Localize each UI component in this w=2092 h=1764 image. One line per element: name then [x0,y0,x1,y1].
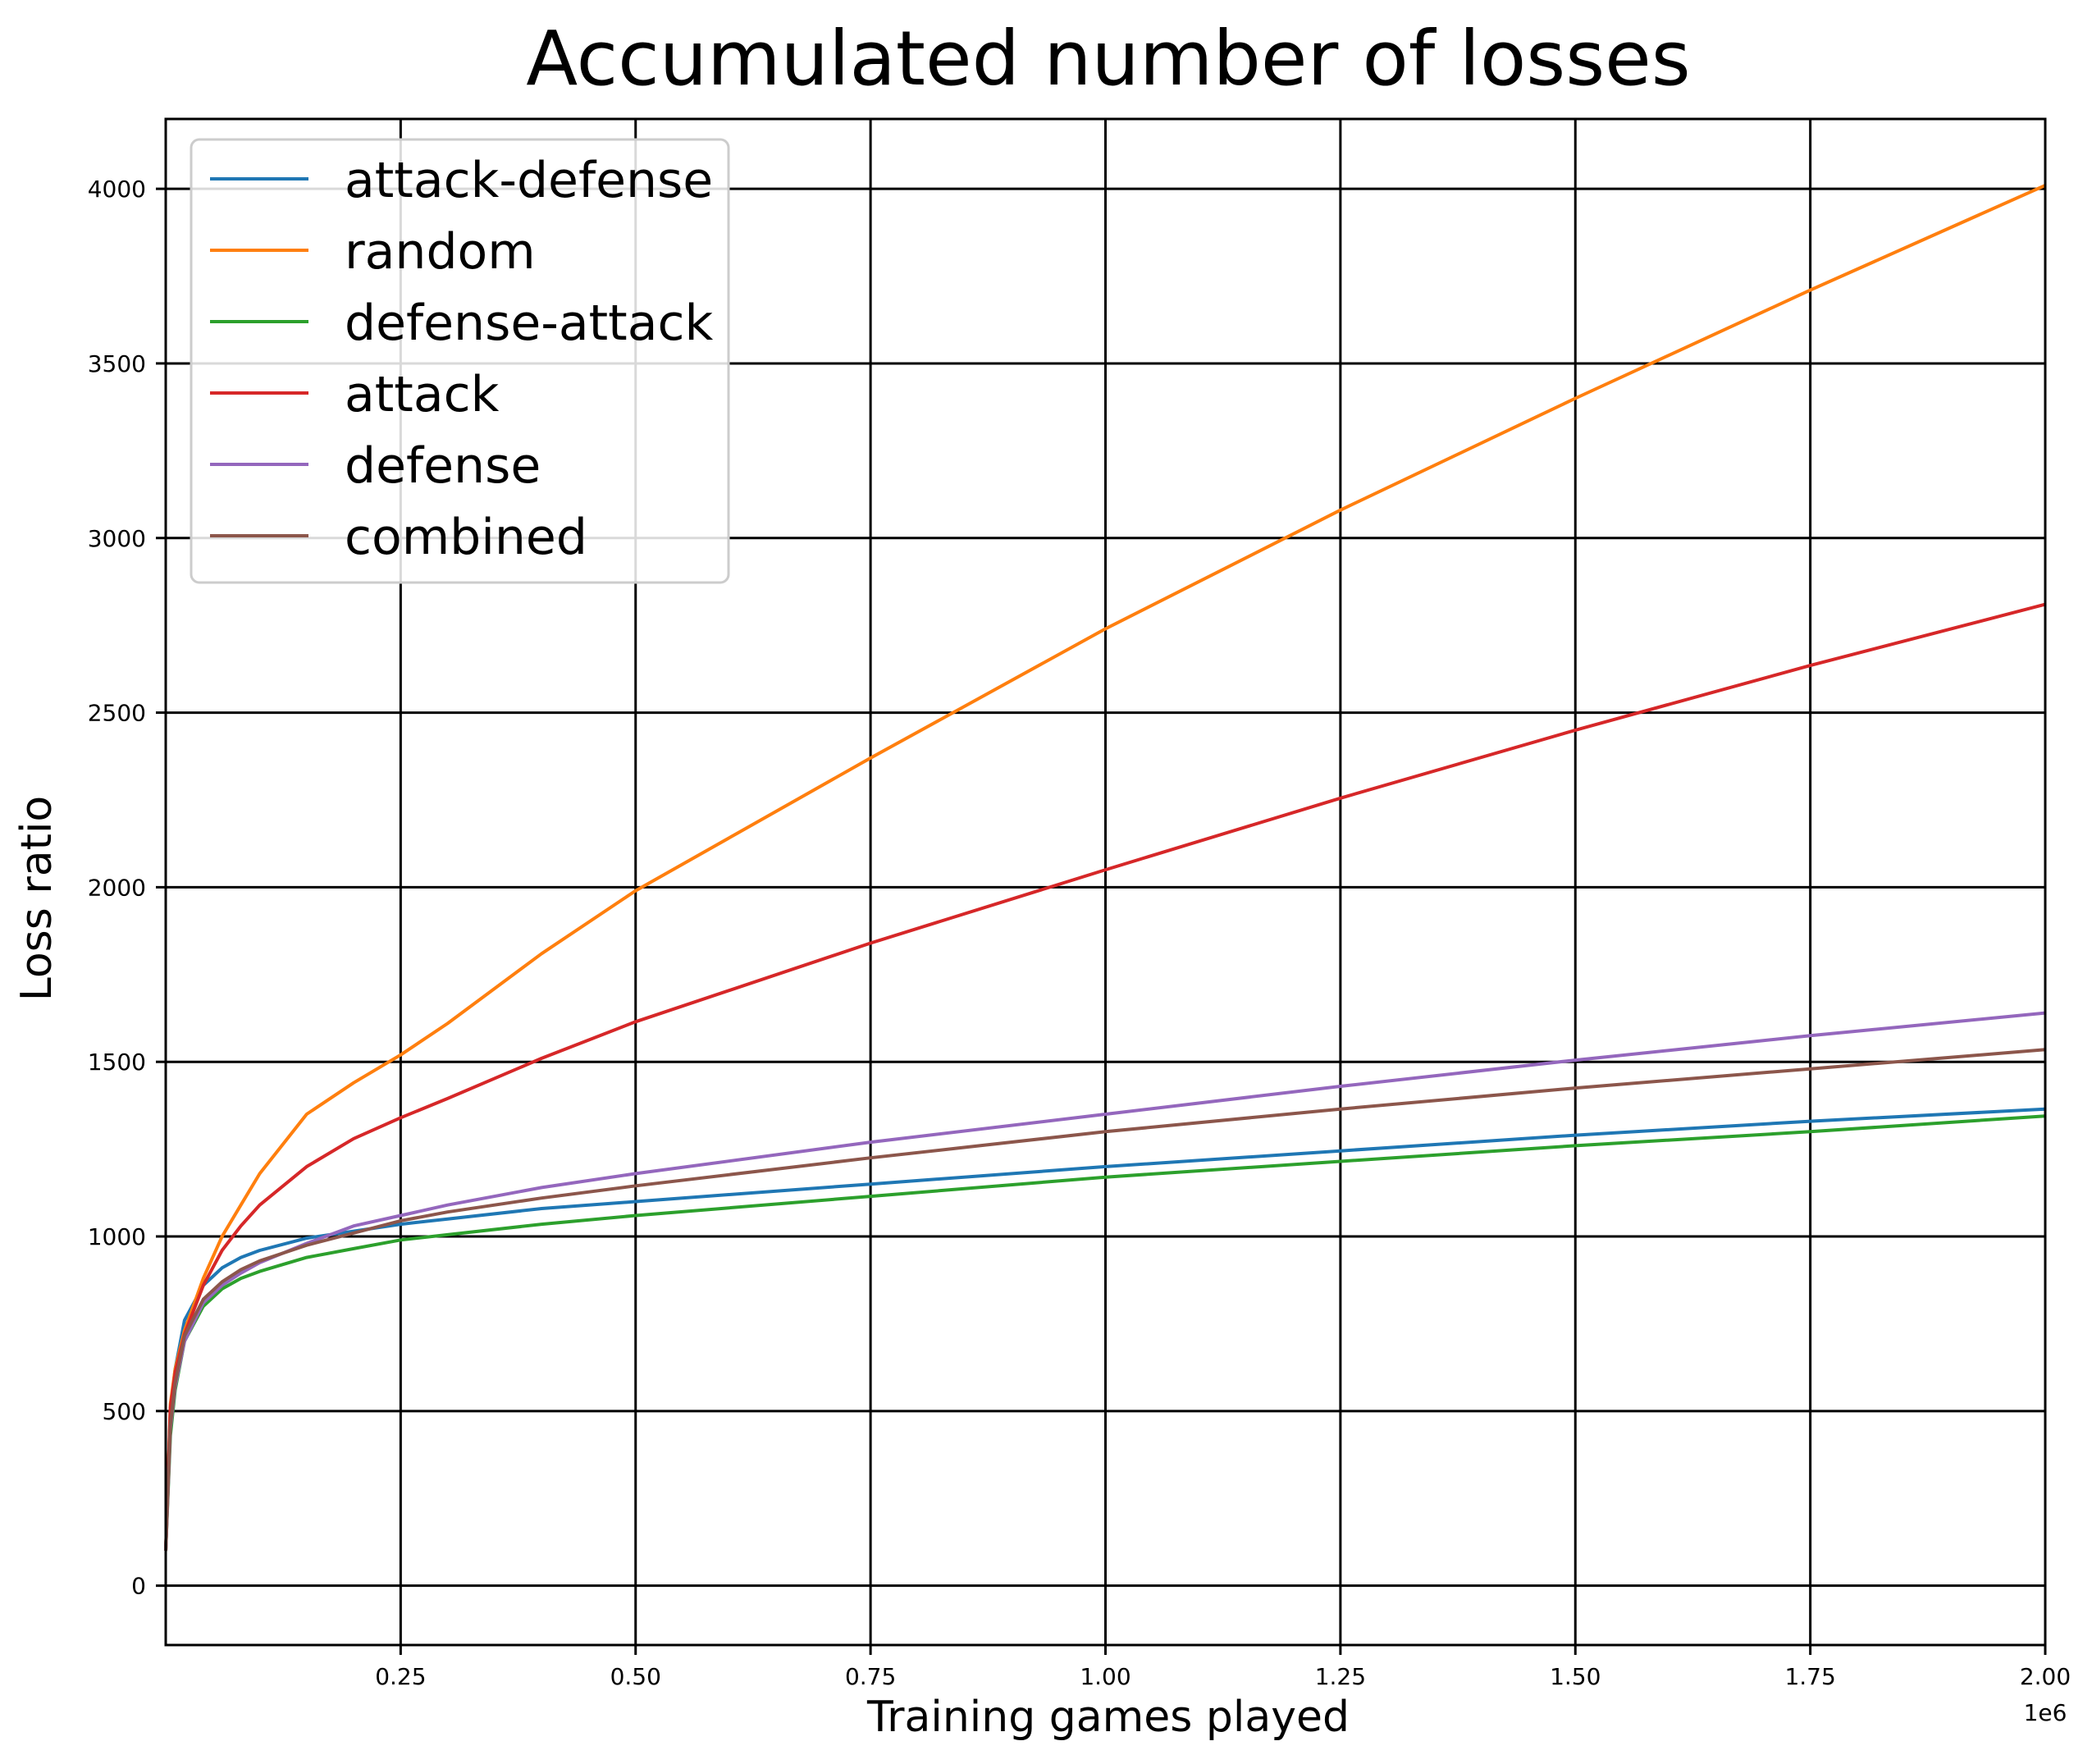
x-tick-label: 0.75 [845,1663,896,1690]
x-tick-label: 1.00 [1080,1663,1131,1690]
x-offset-label: 1e6 [2024,1699,2067,1726]
y-tick-label: 4000 [88,176,146,203]
x-tick-label: 1.75 [1784,1663,1835,1690]
y-tick-label: 0 [131,1573,146,1600]
x-tick-label: 1.50 [1550,1663,1601,1690]
legend-label-attack: attack [345,366,500,423]
y-ticks: 0 500 1000 1500 2000 2500 3000 3500 4000 [88,176,166,1600]
series-line-defense [164,1011,2046,1551]
y-tick-label: 2500 [88,700,146,727]
legend-label-defense: defense [345,437,541,495]
y-tick-label: 500 [103,1398,146,1425]
y-tick-label: 1500 [88,1049,146,1076]
legend-label-attack-defense: attack-defense [345,152,713,209]
y-tick-label: 1000 [88,1223,146,1250]
legend-label-combined: combined [345,509,587,566]
series-line-attack [164,602,2046,1551]
x-axis-label: Training games played [866,1693,1350,1742]
x-ticks: 0.25 0.50 0.75 1.00 1.25 1.50 1.75 2.00 [375,1645,2071,1690]
x-tick-label: 0.50 [610,1663,661,1690]
series-lines [164,184,2046,1551]
y-axis-label: Loss ratio [12,796,62,1001]
x-tick-label: 1.25 [1315,1663,1366,1690]
y-tick-label: 2000 [88,874,146,901]
legend-box [190,138,730,584]
x-tick-label: 2.00 [2020,1663,2071,1690]
series-line-combined [164,1048,2046,1551]
chart-title: Accumulated number of losses [526,15,1690,103]
legend: attack-defense random defense-attack attack… [190,138,730,584]
y-tick-label: 3000 [88,525,146,552]
legend-label-random: random [345,223,536,281]
legend-label-defense-attack: defense-attack [345,295,713,352]
y-tick-label: 3500 [88,350,146,377]
x-tick-label: 0.25 [375,1663,426,1690]
